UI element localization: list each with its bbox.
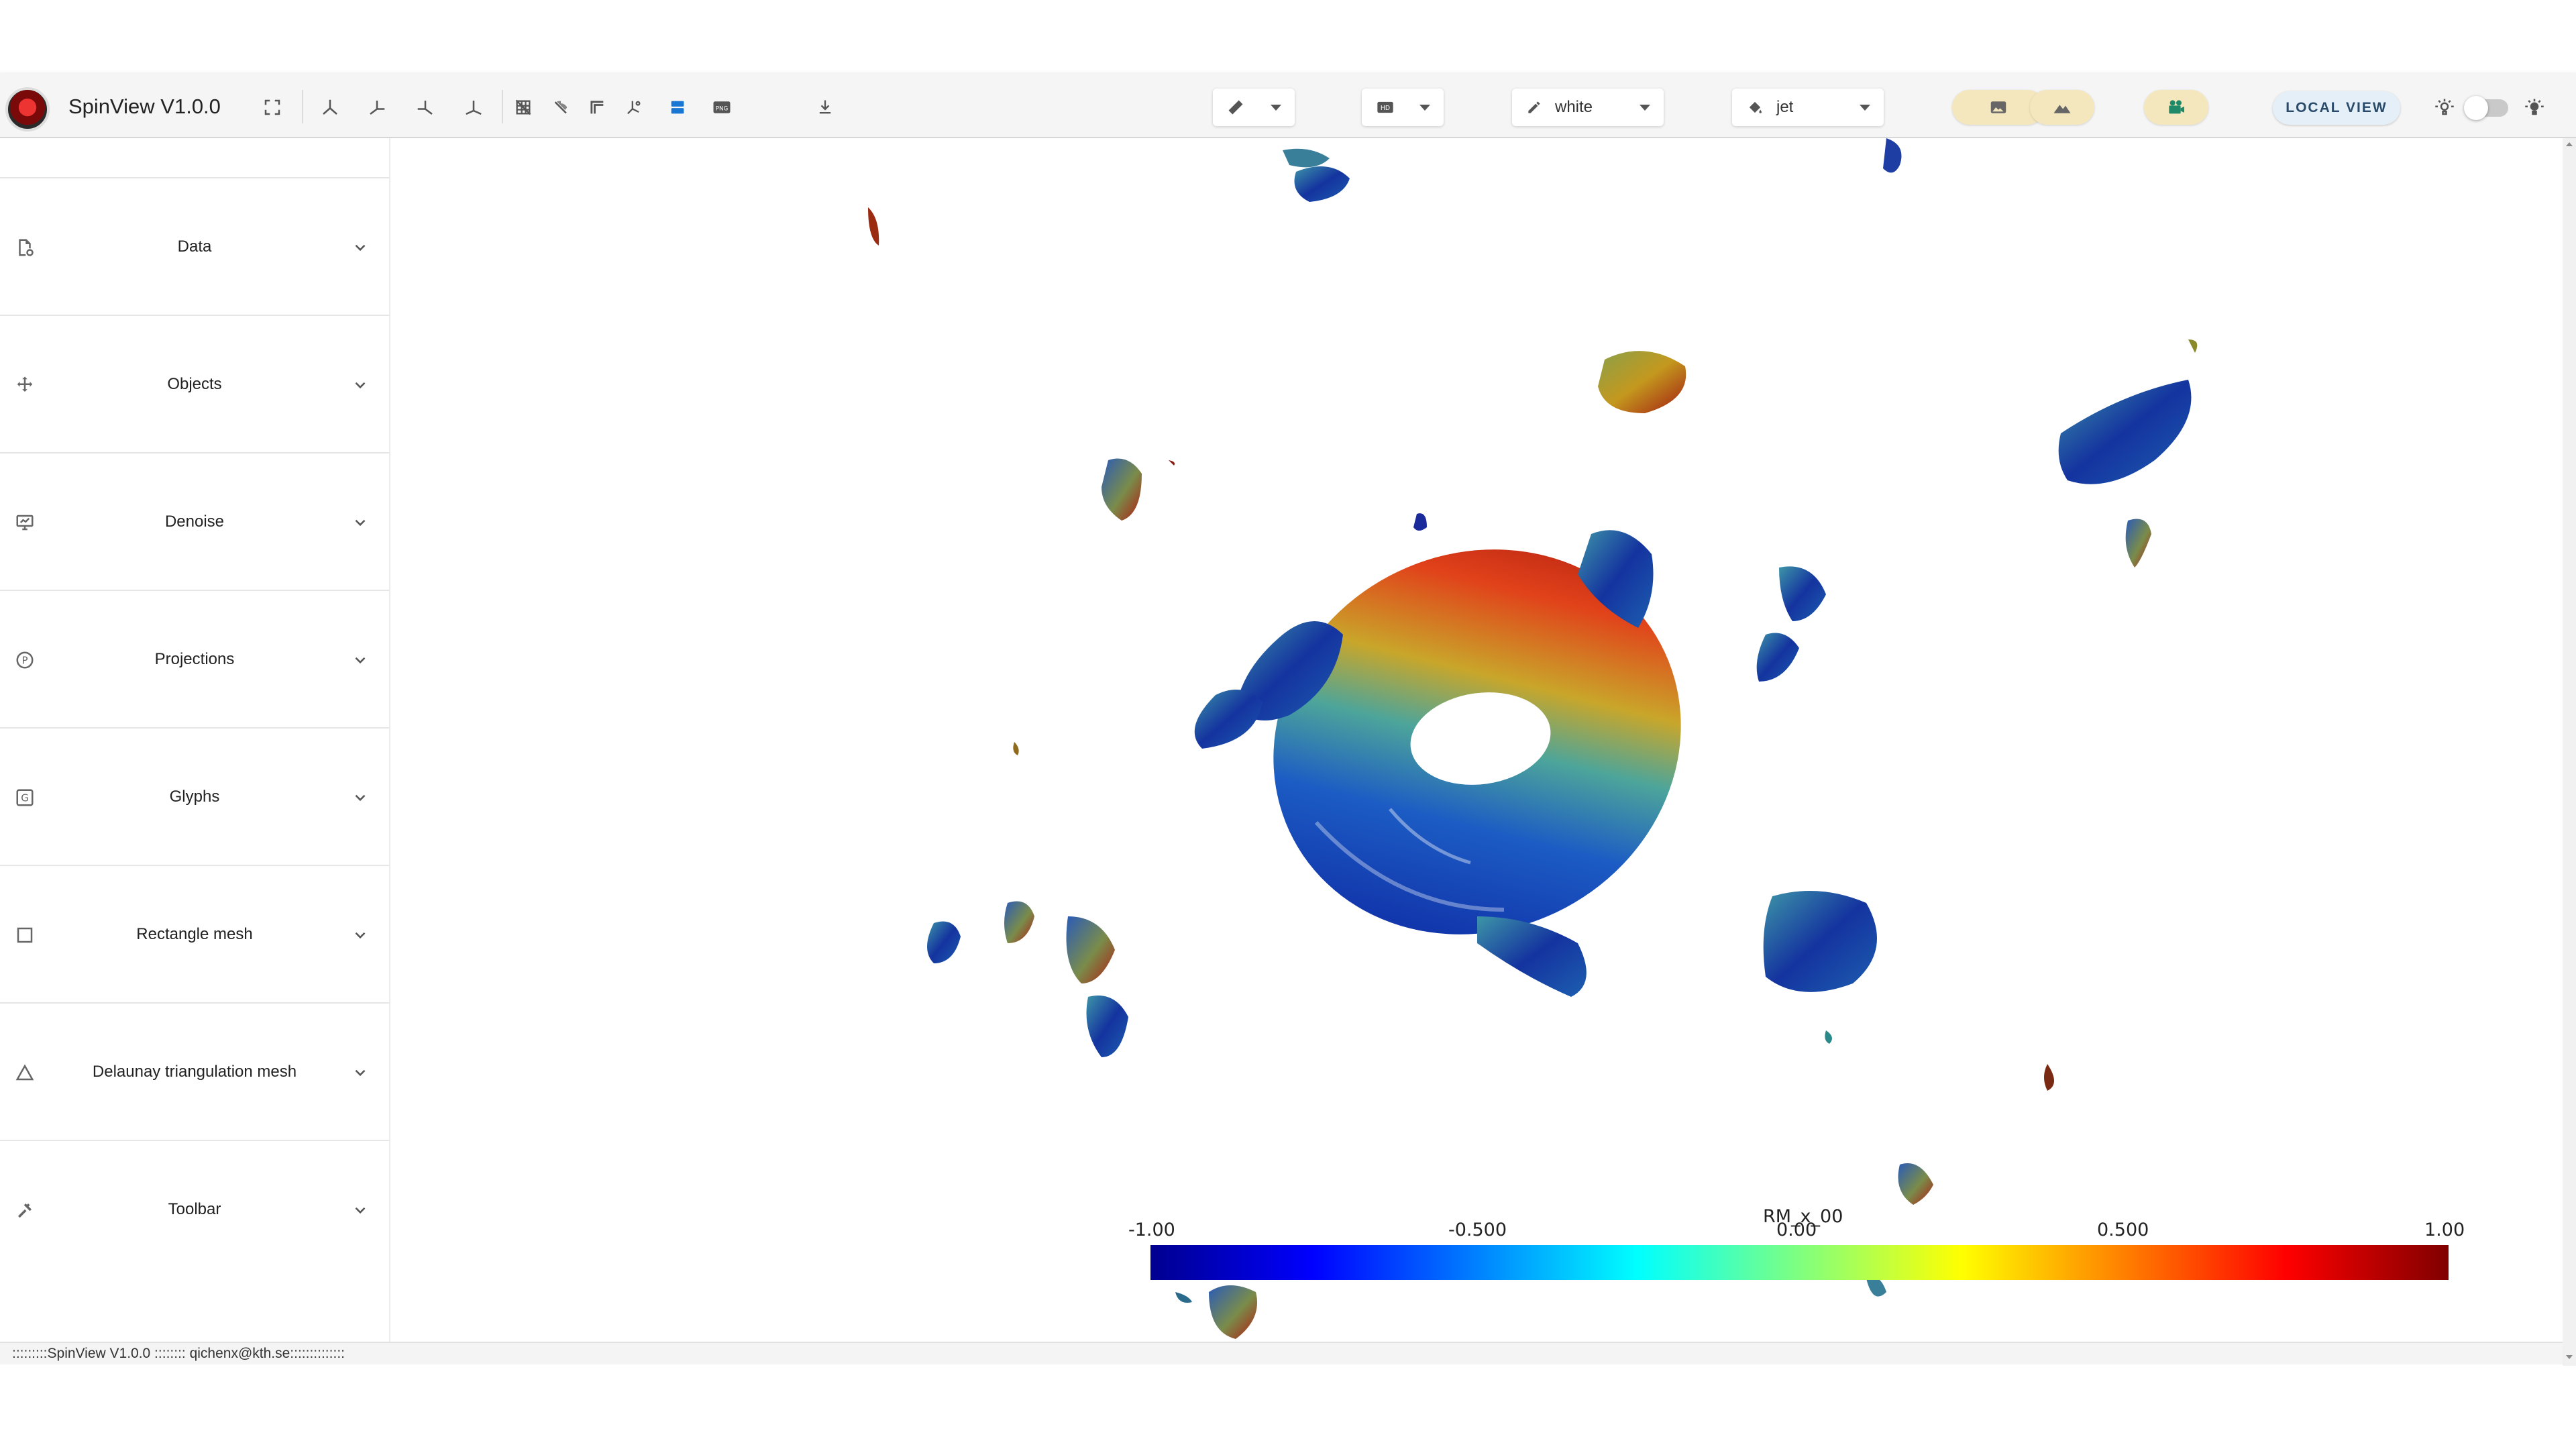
panel-label: Data [177, 237, 212, 256]
svg-text:PNG: PNG [716, 105, 729, 112]
g-square-icon: G [13, 786, 36, 809]
image-icon [1990, 101, 2006, 113]
chevron-down-icon [1271, 104, 1281, 111]
visibility-off-icon[interactable] [546, 93, 576, 122]
panel-toggle-icon[interactable] [663, 93, 692, 122]
chevron-down-icon [355, 657, 366, 664]
hd-icon: HD [1377, 101, 1393, 113]
colormap-select[interactable]: jet [1732, 89, 1884, 126]
torus-surface [1273, 549, 1681, 934]
axis-view-y-icon[interactable] [362, 93, 392, 122]
grid-off-icon[interactable] [508, 93, 538, 122]
chevron-down-icon [355, 519, 366, 527]
sidebar: Data Objects Denoise P Projections G Gly… [0, 138, 390, 1342]
terrain-icon [2053, 105, 2071, 113]
colorbar-tick-pos-half: 0.500 [2097, 1220, 2149, 1240]
triangle-outline-icon [13, 1061, 36, 1084]
image-button[interactable] [1952, 90, 2045, 125]
square-outline-icon [13, 924, 36, 947]
chevron-down-icon [1860, 104, 1870, 111]
axis-view-iso-icon[interactable] [459, 93, 488, 122]
toggle-knob [2464, 96, 2488, 120]
paint-bucket-icon [1749, 101, 1762, 113]
axis-view-x-icon[interactable] [315, 93, 345, 122]
ruler-select[interactable] [1213, 89, 1295, 126]
theme-toggle[interactable] [2464, 96, 2508, 120]
chevron-down-icon [355, 1069, 366, 1077]
footer-text: :::::::::SpinView V1.0.0 :::::::: qichen… [12, 1346, 345, 1361]
colorbar [1150, 1245, 2449, 1280]
scene-canvas[interactable] [390, 138, 2563, 1342]
app-logo [5, 87, 50, 131]
local-view-button[interactable]: LOCAL VIEW [2273, 91, 2400, 125]
chevron-down-icon [355, 382, 366, 389]
colorbar-tick-min: -1.00 [1128, 1220, 1175, 1240]
app-title: SpinView V1.0.0 [68, 95, 221, 118]
move-arrows-icon [13, 374, 36, 396]
panel-delaunay-mesh[interactable]: Delaunay triangulation mesh [0, 1004, 389, 1141]
toolbar-divider [502, 90, 503, 123]
panel-label: Objects [167, 375, 222, 393]
file-settings-icon [13, 236, 36, 259]
dark-mode-icon [2520, 93, 2549, 122]
panel-label: Rectangle mesh [136, 925, 253, 943]
corner-frame-icon[interactable] [582, 93, 612, 122]
panel-denoise[interactable]: Denoise [0, 453, 389, 591]
record-button[interactable] [2144, 90, 2208, 125]
light-mode-icon [2430, 93, 2459, 122]
panel-label: Glyphs [169, 788, 220, 806]
camera-icon [2169, 100, 2184, 114]
chevron-down-icon [355, 1207, 366, 1214]
pencil-icon [1528, 101, 1540, 113]
panel-label: Projections [154, 650, 235, 668]
color-select-value: white [1555, 98, 1593, 116]
render-viewport[interactable]: RM_x_00 -1.00 -0.500 0.00 0.500 1.00 [390, 138, 2563, 1342]
colormap-select-value: jet [1776, 98, 1794, 116]
scroll-down-icon[interactable] [2566, 1355, 2573, 1359]
terrain-button[interactable] [2030, 90, 2094, 125]
panel-label: Toolbar [168, 1200, 221, 1218]
colorbar-gradient [1150, 1245, 2449, 1280]
svg-text:HD: HD [1381, 105, 1390, 112]
chevron-down-icon [355, 244, 366, 252]
chevron-down-icon [1419, 104, 1430, 111]
status-footer: :::::::::SpinView V1.0.0 :::::::: qichen… [0, 1342, 2563, 1364]
svg-text:G: G [21, 792, 29, 804]
panel-data[interactable]: Data [0, 178, 389, 316]
tools-icon [13, 1199, 36, 1222]
panel-label: Delaunay triangulation mesh [92, 1063, 297, 1081]
chevron-down-icon [355, 794, 366, 802]
panel-glyphs[interactable]: G Glyphs [0, 729, 389, 866]
colorbar-tick-max: 1.00 [2424, 1220, 2465, 1240]
png-export-icon[interactable]: PNG [707, 93, 737, 122]
panel-toolbar[interactable]: Toolbar [0, 1141, 389, 1279]
axes-triad-icon[interactable] [619, 93, 648, 122]
download-icon[interactable] [810, 93, 840, 122]
panel-objects[interactable]: Objects [0, 316, 389, 453]
toolbar-divider [302, 90, 303, 123]
scroll-up-icon[interactable] [2566, 142, 2573, 146]
sidebar-divider [0, 177, 389, 178]
app-bar: SpinView V1.0.0 PNG HD [0, 72, 2576, 138]
blob-cluster [868, 138, 2198, 1339]
chevron-down-icon [355, 932, 366, 939]
axis-view-z-icon[interactable] [411, 93, 440, 122]
colorbar-tick-neg-half: -0.500 [1448, 1220, 1507, 1240]
panel-projections[interactable]: P Projections [0, 591, 389, 729]
chevron-down-icon [1640, 104, 1650, 111]
p-circle-icon: P [13, 649, 36, 672]
colorbar-title: RM_x_00 [1763, 1206, 1843, 1227]
vertical-scrollbar[interactable] [2563, 138, 2576, 1366]
ruler-icon [1228, 100, 1243, 115]
panel-rectangle-mesh[interactable]: Rectangle mesh [0, 866, 389, 1004]
svg-text:P: P [21, 655, 28, 667]
colorbar-tick-zero: 0.00 [1776, 1220, 1817, 1240]
panel-label: Denoise [164, 513, 225, 531]
monitor-icon [13, 511, 36, 534]
resolution-select[interactable]: HD [1362, 89, 1444, 126]
color-select[interactable]: white [1512, 89, 1664, 126]
fullscreen-icon[interactable] [258, 93, 287, 122]
